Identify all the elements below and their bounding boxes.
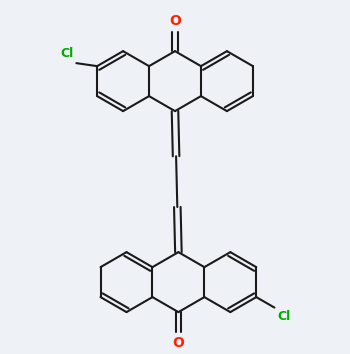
Text: Cl: Cl [61, 47, 74, 61]
Text: O: O [173, 336, 184, 350]
Text: Cl: Cl [277, 310, 290, 323]
Text: O: O [169, 13, 181, 28]
